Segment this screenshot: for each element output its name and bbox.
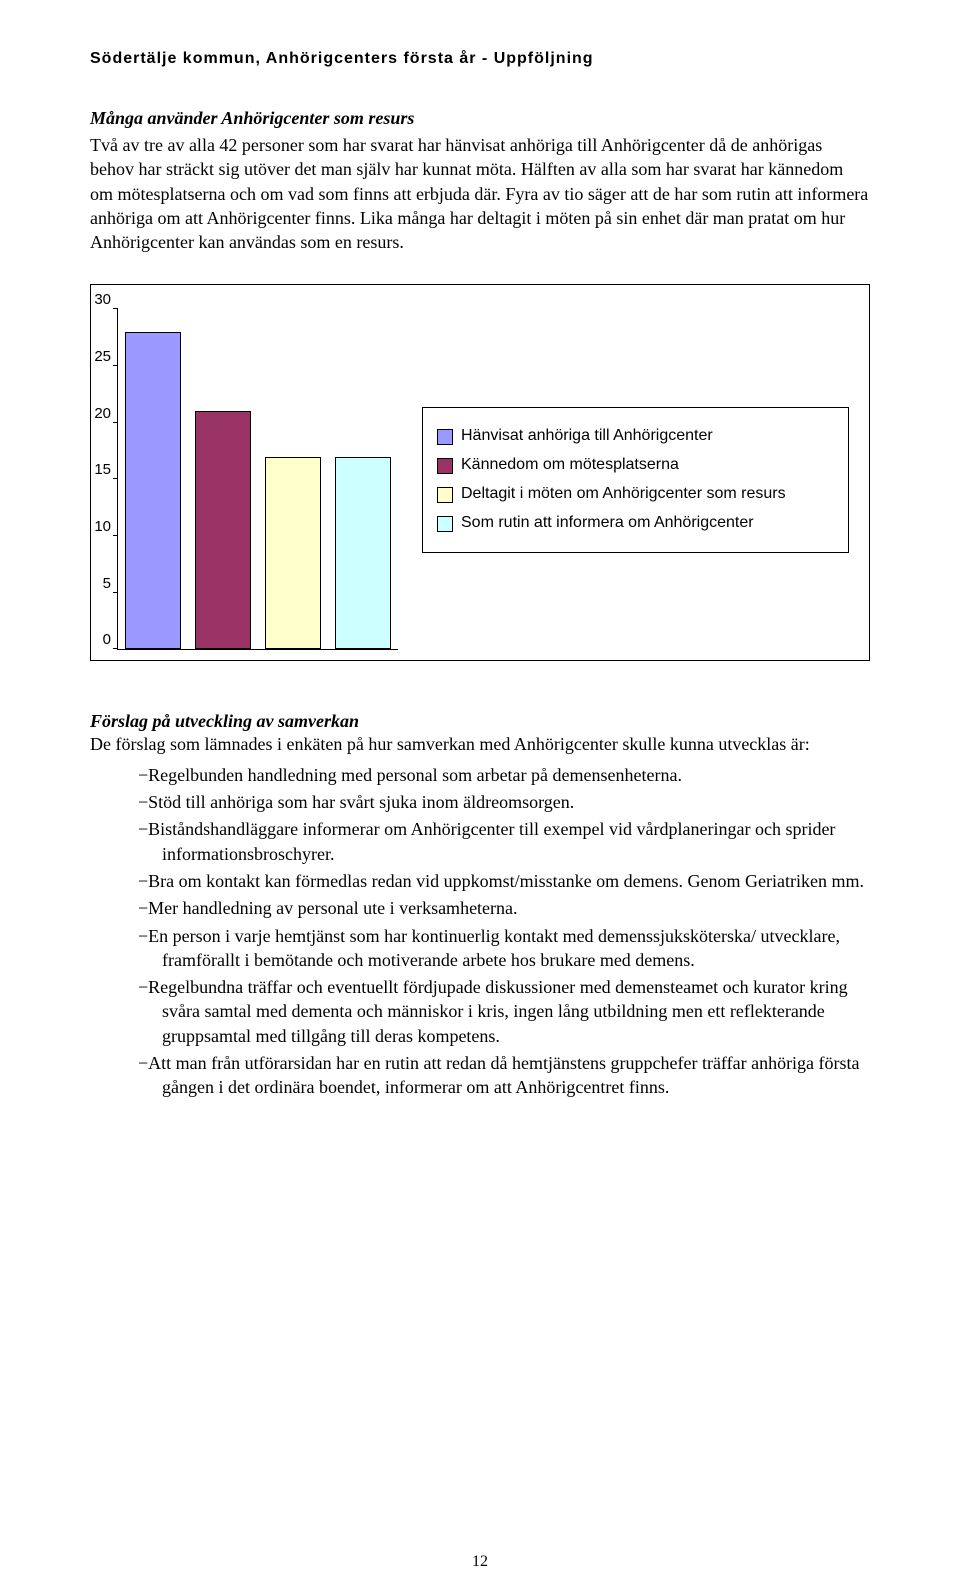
list-item: Att man från utförarsidan har en rutin a…	[114, 1051, 870, 1100]
legend-swatch	[437, 516, 453, 532]
bar-slot	[258, 457, 328, 650]
legend-box: Hänvisat anhöriga till Anhörigcenter Känn…	[422, 407, 849, 552]
bar	[125, 332, 181, 649]
legend-item: Hänvisat anhöriga till Anhörigcenter	[437, 426, 834, 447]
legend-swatch	[437, 458, 453, 474]
y-tick-mark	[113, 308, 118, 309]
list-item: En person i varje hemtjänst som har kont…	[114, 924, 870, 973]
y-tick-mark	[113, 592, 118, 593]
bar-slot	[328, 457, 398, 650]
bars-container	[118, 309, 398, 649]
bar-slot	[118, 332, 188, 649]
bar	[335, 457, 391, 650]
legend: Hänvisat anhöriga till Anhörigcenter Känn…	[398, 309, 849, 650]
list-item: Stöd till anhöriga som har svårt sjuka i…	[114, 790, 870, 814]
page-header: Södertälje kommun, Anhörigcenters första…	[90, 50, 870, 68]
section-title-2: Förslag på utveckling av samverkan	[90, 711, 359, 731]
list-item: Regelbundna träffar och eventuellt fördj…	[114, 975, 870, 1048]
list-item: Biståndshandläggare informerar om Anhöri…	[114, 817, 870, 866]
legend-label: Som rutin att informera om Anhörigcenter	[461, 513, 834, 534]
plot-wrapper: 302520151050	[111, 309, 398, 650]
y-tick-mark	[113, 365, 118, 366]
y-tick-mark	[113, 478, 118, 479]
bar-slot	[188, 411, 258, 649]
bar	[195, 411, 251, 649]
bar	[265, 457, 321, 650]
y-tick-mark	[113, 422, 118, 423]
bullet-list: Regelbunden handledning med personal som…	[90, 763, 870, 1100]
bar-chart: 302520151050 Hänvisat anhöriga till Anhö…	[90, 284, 870, 661]
legend-item: Kännedom om mötesplatserna	[437, 455, 834, 476]
plot-area	[117, 309, 398, 650]
legend-label: Hänvisat anhöriga till Anhörigcenter	[461, 426, 834, 447]
legend-swatch	[437, 487, 453, 503]
section-body-1: Två av tre av alla 42 personer som har s…	[90, 133, 870, 254]
list-item: Regelbunden handledning med personal som…	[114, 763, 870, 787]
y-tick-mark	[113, 648, 118, 649]
y-tick-mark	[113, 535, 118, 536]
legend-item: Som rutin att informera om Anhörigcenter	[437, 513, 834, 534]
chart-inner: 302520151050 Hänvisat anhöriga till Anhö…	[111, 309, 849, 650]
legend-swatch	[437, 429, 453, 445]
page-number: 12	[0, 1553, 960, 1571]
section-intro-2: De förslag som lämnades i enkäten på hur…	[90, 732, 870, 756]
legend-item: Deltagit i möten om Anhörigcenter som re…	[437, 484, 834, 505]
legend-label: Deltagit i möten om Anhörigcenter som re…	[461, 484, 834, 505]
section-title-1: Många använder Anhörigcenter som resurs	[90, 108, 870, 129]
section-2: Förslag på utveckling av samverkan De fö…	[90, 711, 870, 1099]
list-item: Mer handledning av personal ute i verksa…	[114, 896, 870, 920]
list-item: Bra om kontakt kan förmedlas redan vid u…	[114, 869, 870, 893]
page: Södertälje kommun, Anhörigcenters första…	[0, 0, 960, 1591]
legend-label: Kännedom om mötesplatserna	[461, 455, 834, 476]
